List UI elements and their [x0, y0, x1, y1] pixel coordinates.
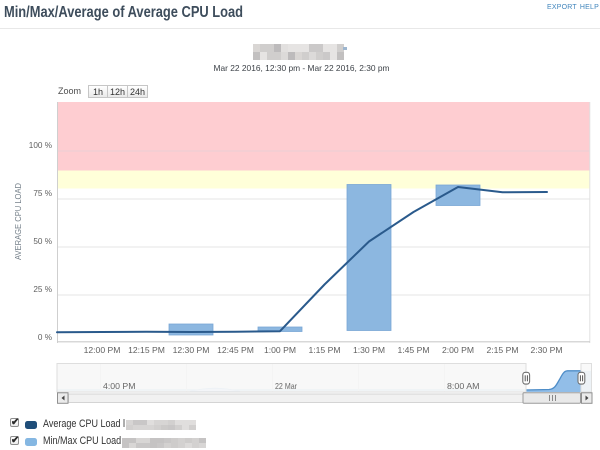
svg-text:1:30 PM: 1:30 PM: [353, 345, 385, 355]
svg-text:8:00 AM: 8:00 AM: [447, 381, 480, 391]
svg-text:22 Mar: 22 Mar: [275, 381, 297, 391]
svg-text:2:30 PM: 2:30 PM: [530, 345, 562, 355]
svg-text:1:15 PM: 1:15 PM: [308, 345, 340, 355]
svg-text:75 %: 75 %: [33, 189, 52, 198]
svg-text:1:00 PM: 1:00 PM: [264, 345, 296, 355]
svg-text:4:00 PM: 4:00 PM: [103, 381, 136, 391]
svg-text:AVERAGE CPU LOAD: AVERAGE CPU LOAD: [14, 183, 23, 260]
svg-text:0 %: 0 %: [38, 333, 52, 342]
svg-text:50 %: 50 %: [33, 237, 52, 246]
svg-text:12:30 PM: 12:30 PM: [173, 345, 210, 355]
svg-text:2:00 PM: 2:00 PM: [442, 345, 474, 355]
svg-text:1:45 PM: 1:45 PM: [397, 345, 429, 355]
svg-text:12:45 PM: 12:45 PM: [217, 345, 254, 355]
svg-text:25 %: 25 %: [33, 285, 52, 294]
svg-text:100 %: 100 %: [29, 141, 52, 150]
svg-text:12:00 PM: 12:00 PM: [84, 345, 121, 355]
svg-text:2:15 PM: 2:15 PM: [486, 345, 518, 355]
svg-text:12:15 PM: 12:15 PM: [128, 345, 165, 355]
